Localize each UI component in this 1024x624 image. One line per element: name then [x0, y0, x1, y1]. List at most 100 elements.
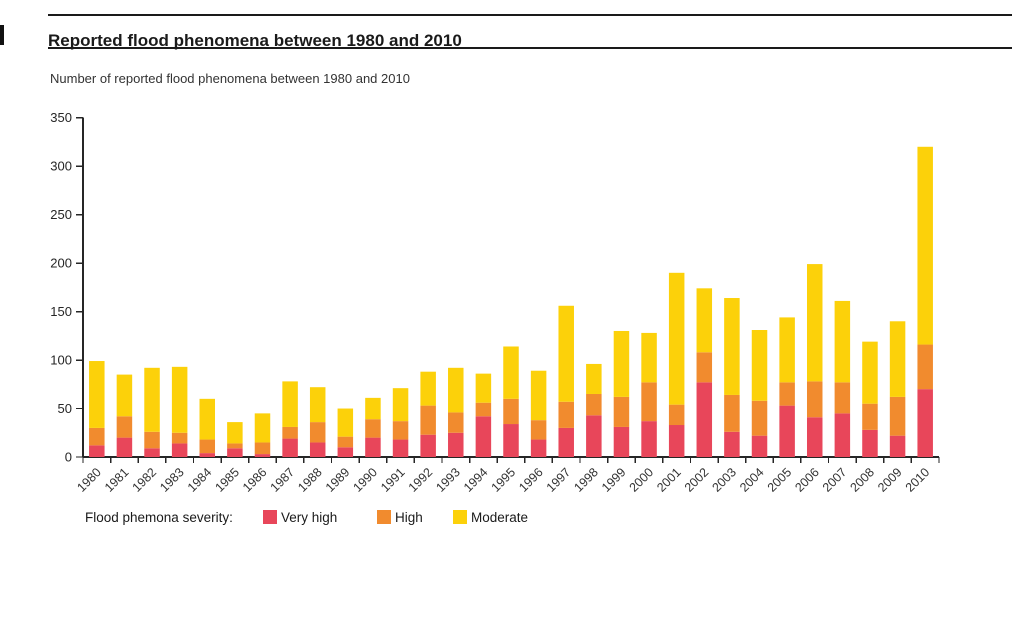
bar-segment-1981-high[interactable] [116, 416, 133, 438]
legend-swatch-very-high [263, 510, 277, 524]
bar-segment-2006-high[interactable] [806, 381, 823, 418]
bar-segment-2003-moderate[interactable] [724, 298, 740, 395]
bar-segment-1991-high[interactable] [392, 421, 409, 440]
bar-segment-2008-high[interactable] [862, 403, 878, 430]
legend-swatch-high [377, 510, 391, 524]
bar-segment-1980-moderate[interactable] [89, 361, 105, 428]
bar-segment-2003-high[interactable] [724, 394, 740, 432]
bar-segment-1987-moderate[interactable] [282, 381, 298, 427]
bar-segment-1992-moderate[interactable] [420, 371, 436, 406]
bar-segment-1990-high[interactable] [365, 419, 381, 438]
x-label-1994: 1994 [461, 465, 491, 495]
bar-segment-1996-high[interactable] [530, 420, 547, 440]
bar-segment-1995-high[interactable] [503, 398, 519, 425]
bar-segment-1983-moderate[interactable] [171, 366, 188, 433]
bar-segment-2002-moderate[interactable] [696, 288, 713, 353]
bar-segment-1992-high[interactable] [420, 405, 436, 435]
bar-segment-1985-very-high[interactable] [227, 448, 243, 457]
bar-segment-1989-high[interactable] [337, 436, 354, 448]
bar-segment-1983-high[interactable] [171, 432, 188, 444]
bar-segment-1984-high[interactable] [199, 439, 216, 454]
bar-segment-2005-moderate[interactable] [779, 317, 795, 383]
bar-segment-2010-very-high[interactable] [917, 389, 933, 457]
bar-segment-1997-moderate[interactable] [558, 305, 574, 402]
bar-segment-1980-very-high[interactable] [89, 445, 105, 457]
bar-segment-1997-very-high[interactable] [558, 427, 574, 457]
bar-segment-1986-high[interactable] [254, 442, 271, 455]
bar-segment-2005-high[interactable] [779, 382, 795, 406]
bar-segment-1984-very-high[interactable] [199, 453, 216, 457]
bar-segment-1990-moderate[interactable] [365, 397, 381, 420]
bar-segment-1992-very-high[interactable] [420, 434, 436, 457]
bar-segment-1987-very-high[interactable] [282, 438, 298, 457]
bar-segment-2008-very-high[interactable] [862, 429, 878, 457]
bar-segment-1982-very-high[interactable] [144, 448, 160, 457]
bar-segment-1986-moderate[interactable] [254, 413, 271, 443]
bar-segment-1996-moderate[interactable] [530, 370, 547, 421]
bar-segment-1985-high[interactable] [227, 443, 243, 449]
bar-segment-2007-high[interactable] [834, 382, 851, 414]
bar-segment-1985-moderate[interactable] [227, 422, 243, 444]
bar-segment-1998-very-high[interactable] [586, 415, 602, 457]
bar-segment-1995-moderate[interactable] [503, 346, 519, 399]
bar-segment-1988-very-high[interactable] [309, 442, 326, 457]
bar-segment-2006-moderate[interactable] [806, 264, 823, 382]
bar-segment-2002-very-high[interactable] [696, 382, 713, 457]
bar-segment-1996-very-high[interactable] [530, 439, 547, 457]
bar-segment-2001-moderate[interactable] [668, 272, 685, 405]
bar-segment-2004-moderate[interactable] [751, 330, 768, 401]
bar-segment-2002-high[interactable] [696, 352, 713, 383]
x-label-2010: 2010 [903, 465, 933, 495]
bar-segment-1999-moderate[interactable] [613, 330, 630, 397]
bar-segment-2008-moderate[interactable] [862, 341, 878, 404]
bar-segment-1993-very-high[interactable] [448, 432, 464, 457]
x-label-2008: 2008 [848, 465, 878, 495]
bar-segment-2003-very-high[interactable] [724, 431, 740, 457]
bar-segment-1989-very-high[interactable] [337, 447, 354, 457]
bar-segment-1982-moderate[interactable] [144, 367, 160, 432]
bar-segment-2006-very-high[interactable] [806, 417, 823, 457]
bar-segment-2000-very-high[interactable] [641, 421, 657, 457]
bar-segment-1999-very-high[interactable] [613, 426, 630, 457]
bar-segment-1982-high[interactable] [144, 431, 160, 449]
bar-segment-1981-very-high[interactable] [116, 437, 133, 457]
bar-segment-2010-moderate[interactable] [917, 146, 933, 345]
bar-segment-1994-moderate[interactable] [475, 373, 492, 403]
x-label-2003: 2003 [709, 465, 739, 495]
bar-segment-2001-high[interactable] [668, 404, 685, 426]
bar-segment-1980-high[interactable] [89, 427, 105, 446]
bar-segment-1998-high[interactable] [586, 393, 602, 416]
bar-segment-1991-very-high[interactable] [392, 439, 409, 457]
bar-segment-2010-high[interactable] [917, 344, 933, 390]
bar-segment-2005-very-high[interactable] [779, 405, 795, 457]
legend-item-label: High [395, 510, 423, 525]
bar-segment-2009-high[interactable] [889, 396, 906, 436]
bar-segment-1988-high[interactable] [309, 422, 326, 443]
bar-segment-1990-very-high[interactable] [365, 437, 381, 457]
bar-segment-2007-very-high[interactable] [834, 413, 851, 457]
bar-segment-1995-very-high[interactable] [503, 424, 519, 457]
bar-segment-2004-very-high[interactable] [751, 435, 768, 457]
bar-segment-1991-moderate[interactable] [392, 388, 409, 422]
bar-segment-1986-very-high[interactable] [254, 454, 271, 457]
bar-segment-2009-very-high[interactable] [889, 435, 906, 457]
bar-segment-1997-high[interactable] [558, 401, 574, 428]
bar-segment-1993-moderate[interactable] [448, 367, 464, 413]
bar-segment-1983-very-high[interactable] [171, 443, 188, 457]
bar-segment-1981-moderate[interactable] [116, 374, 133, 417]
bar-segment-1987-high[interactable] [282, 426, 298, 439]
bar-segment-2000-high[interactable] [641, 382, 657, 422]
bar-segment-1989-moderate[interactable] [337, 408, 354, 437]
bar-segment-2001-very-high[interactable] [668, 425, 685, 457]
bar-segment-1999-high[interactable] [613, 396, 630, 427]
bar-segment-1998-moderate[interactable] [586, 363, 602, 394]
bar-segment-1994-high[interactable] [475, 402, 492, 417]
bar-segment-2000-moderate[interactable] [641, 332, 657, 383]
bar-segment-1988-moderate[interactable] [309, 387, 326, 423]
bar-segment-1984-moderate[interactable] [199, 398, 216, 440]
bar-segment-1994-very-high[interactable] [475, 416, 492, 457]
bar-segment-2007-moderate[interactable] [834, 300, 851, 383]
bar-segment-2004-high[interactable] [751, 400, 768, 436]
bar-segment-1993-high[interactable] [448, 412, 464, 433]
bar-segment-2009-moderate[interactable] [889, 321, 906, 397]
